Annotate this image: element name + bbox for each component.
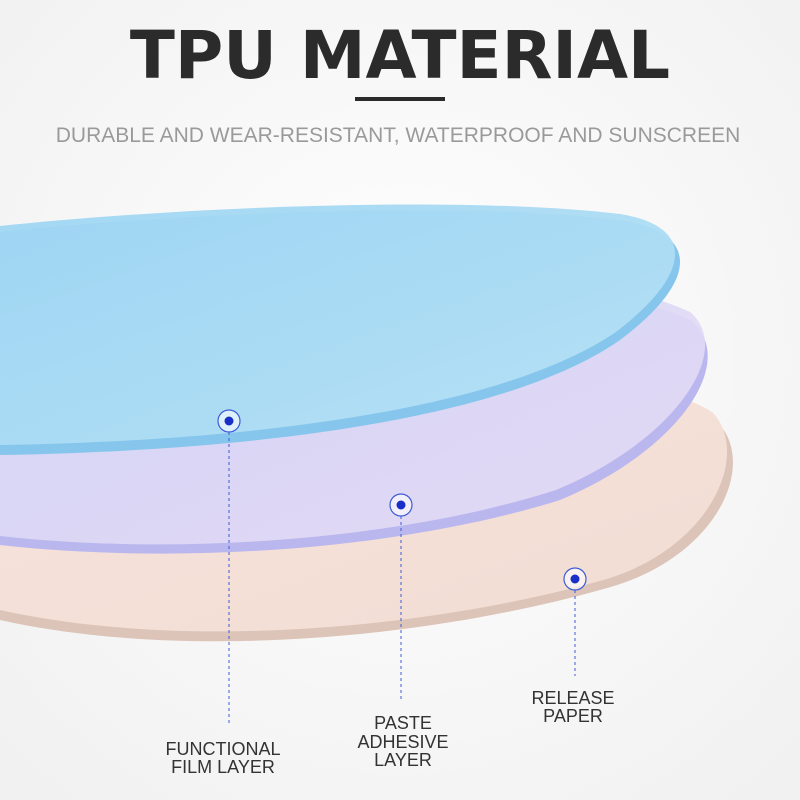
marker — [389, 493, 413, 702]
label-line: ADHESIVE — [357, 732, 448, 752]
film-layer — [0, 204, 676, 445]
label-line: RELEASE — [531, 688, 614, 708]
marker-dot — [570, 574, 580, 584]
marker — [217, 409, 241, 725]
label-line: FILM LAYER — [171, 757, 275, 777]
marker — [563, 567, 587, 676]
title: TPU MATERIAL — [130, 17, 670, 94]
subtitle: DURABLE AND WEAR-RESISTANT, WATERPROOF A… — [56, 124, 741, 147]
marker-dot — [396, 500, 406, 510]
label-line: PAPER — [543, 706, 603, 726]
label-line: FUNCTIONAL — [165, 739, 280, 759]
label-line: LAYER — [374, 750, 432, 770]
marker-dot — [224, 416, 234, 426]
label-line: PASTE — [374, 713, 432, 733]
title-underline — [355, 97, 445, 101]
